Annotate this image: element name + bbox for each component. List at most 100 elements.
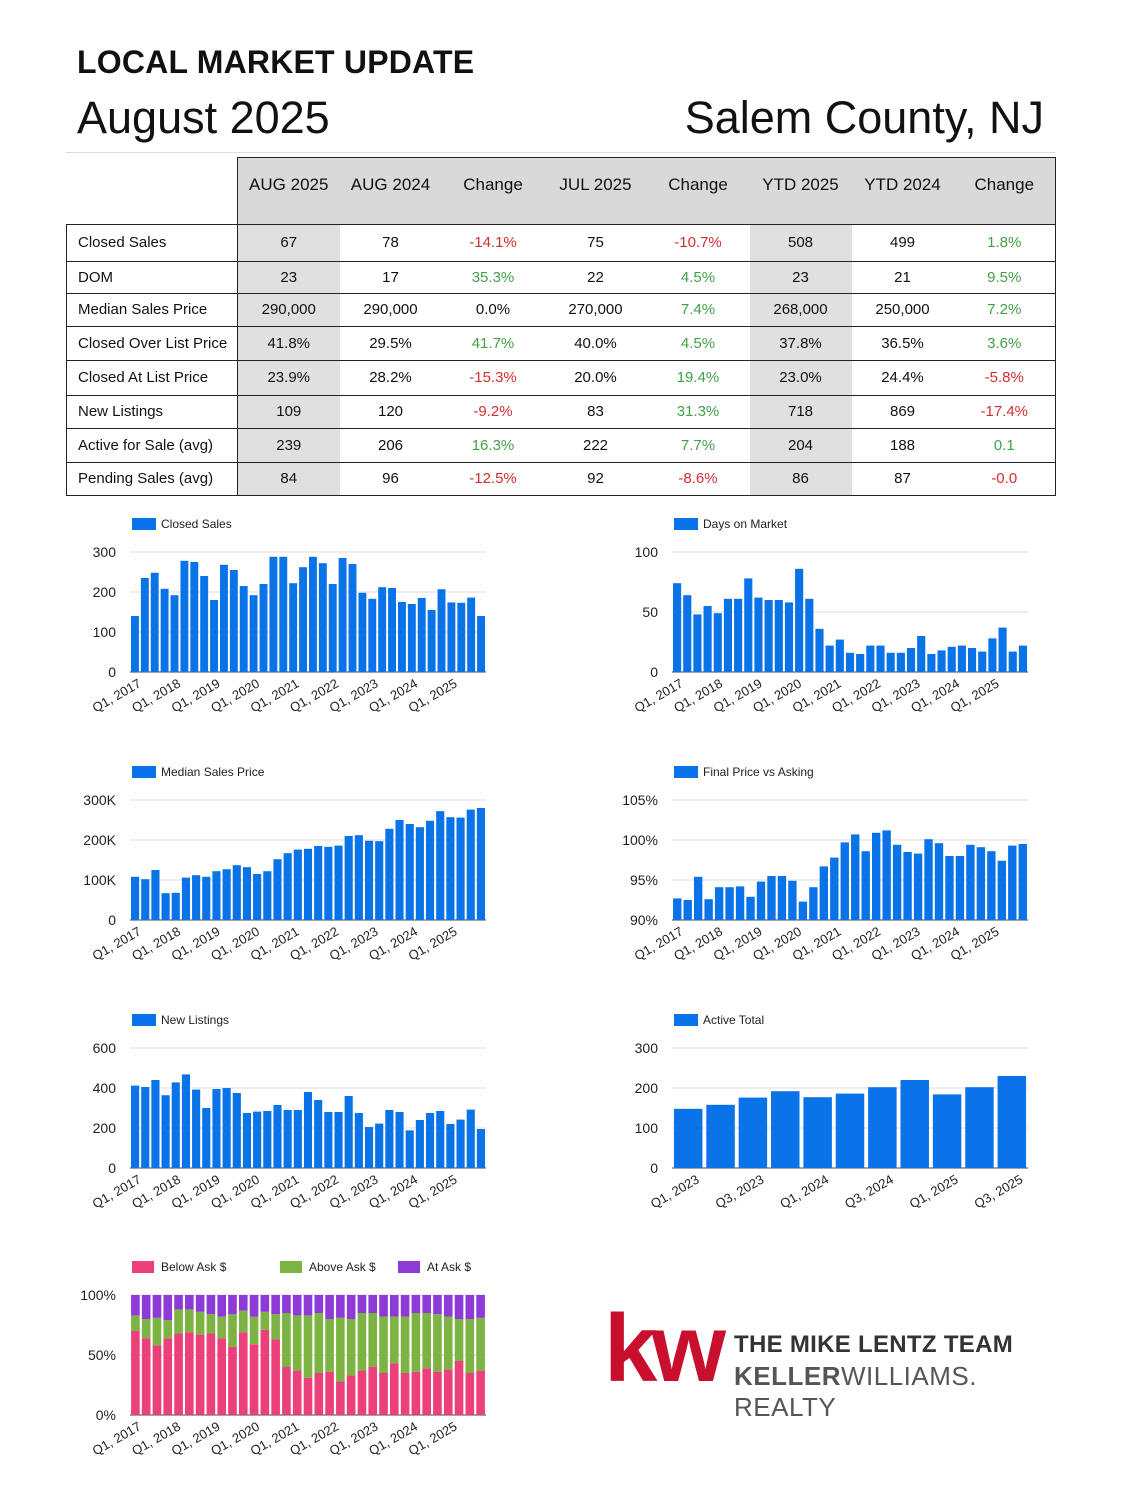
bar [354, 1113, 363, 1168]
table-cell: 86 [749, 462, 852, 496]
bar [997, 1076, 1027, 1168]
bar [140, 578, 149, 672]
x-tick-label: Q3, 2023 [713, 1172, 767, 1212]
bar-segment [389, 1295, 399, 1317]
bar-segment [422, 1368, 431, 1415]
bar [212, 1089, 221, 1168]
x-tick-label: Q1, 2024 [777, 1172, 831, 1212]
y-tick-label: 300K [83, 792, 116, 808]
bar [927, 654, 936, 672]
legend-swatch [674, 766, 698, 778]
bar [840, 842, 849, 920]
bar [706, 1104, 735, 1168]
bar [171, 892, 180, 920]
bar [805, 598, 814, 672]
bar-segment [476, 1295, 485, 1318]
bar-segment [141, 1319, 151, 1339]
bar [738, 1097, 768, 1168]
bar-segment [185, 1309, 194, 1333]
bar [967, 648, 977, 672]
bar [192, 1089, 201, 1168]
bar [764, 600, 773, 672]
y-tick-label: 100 [635, 544, 659, 560]
y-tick-label: 0% [96, 1407, 116, 1423]
table-header-cell: JUL 2025 [544, 157, 647, 225]
row-label: Pending Sales (avg) [66, 462, 238, 496]
bar [273, 1105, 282, 1168]
bar [303, 1092, 313, 1168]
table-cell: 206 [377, 436, 404, 454]
x-tick-label: Q3, 2024 [842, 1172, 896, 1212]
table-row: Median Sales Price 290,000 290,000 0.0% 270,… [66, 293, 1056, 326]
bar-segment [206, 1314, 216, 1334]
bar [784, 602, 794, 672]
bar-segment [379, 1295, 388, 1317]
bar [978, 651, 987, 672]
logo-brokerage: KELLERWILLIAMS. REALTY [734, 1361, 1044, 1423]
bar [354, 835, 363, 920]
bar-segment [195, 1311, 205, 1335]
bar [725, 887, 734, 920]
bar-segment [271, 1339, 280, 1415]
bar [947, 646, 956, 672]
table-header-cell: YTD 2025 [749, 157, 852, 225]
table-header-cell: Change [646, 157, 750, 225]
legend-swatch [674, 1014, 698, 1026]
bar [966, 844, 975, 920]
table-cell: 28.2% [369, 369, 412, 387]
table-row: DOM 23 17 35.3% 22 4.5% 23 21 9.5% [66, 261, 1056, 294]
table-cell: 7.2% [953, 293, 1056, 326]
bar-segment [174, 1295, 183, 1310]
bar [466, 1109, 475, 1168]
bar-segment [131, 1331, 140, 1415]
bar [151, 870, 160, 920]
bar-segment [282, 1295, 291, 1313]
logo-brokerage-bold: KELLER [734, 1361, 841, 1391]
y-tick-label: 105% [622, 792, 658, 808]
report-month: August 2025 [77, 92, 330, 143]
bar [825, 645, 834, 672]
table-cell: 84 [237, 462, 340, 496]
bar [932, 1094, 962, 1168]
y-tick-label: 0 [108, 1160, 116, 1176]
bar [714, 887, 724, 920]
table-cell: -9.2% [473, 403, 513, 421]
bar-segment [346, 1295, 356, 1319]
bar-segment [206, 1333, 216, 1415]
bar-segment [336, 1317, 345, 1382]
table-cell: 23.0% [749, 360, 852, 395]
bar [293, 1110, 302, 1168]
bar [375, 841, 384, 920]
bar [417, 598, 426, 672]
bar [130, 616, 139, 672]
bar-segment [314, 1295, 324, 1313]
table-cell: 9.5% [953, 261, 1056, 294]
legend-swatch [398, 1261, 420, 1273]
table-cell: 508 [749, 224, 852, 261]
bar-segment [228, 1346, 237, 1415]
bar [703, 606, 712, 672]
bar [253, 1111, 262, 1168]
bar [303, 848, 313, 920]
bar [683, 900, 692, 920]
bar [397, 602, 406, 672]
row-label: Active for Sale (avg) [66, 428, 238, 462]
bar [457, 602, 466, 672]
bar [385, 828, 394, 920]
bar-segment [238, 1295, 248, 1311]
table-row: Active for Sale (avg) 239 206 16.3% 222 7.7% 2… [66, 428, 1056, 462]
y-tick-label: 100% [80, 1287, 116, 1303]
y-tick-label: 300 [93, 544, 117, 560]
bar [937, 650, 946, 672]
row-label: Median Sales Price [66, 293, 238, 326]
bar-segment [303, 1315, 313, 1378]
bar [314, 1100, 323, 1168]
bar [364, 840, 374, 920]
table-cell: 109 [237, 395, 340, 429]
bar [917, 636, 926, 672]
bar-segment [260, 1295, 270, 1312]
bar [200, 576, 209, 672]
bar [924, 839, 933, 920]
bar-segment [271, 1295, 280, 1315]
